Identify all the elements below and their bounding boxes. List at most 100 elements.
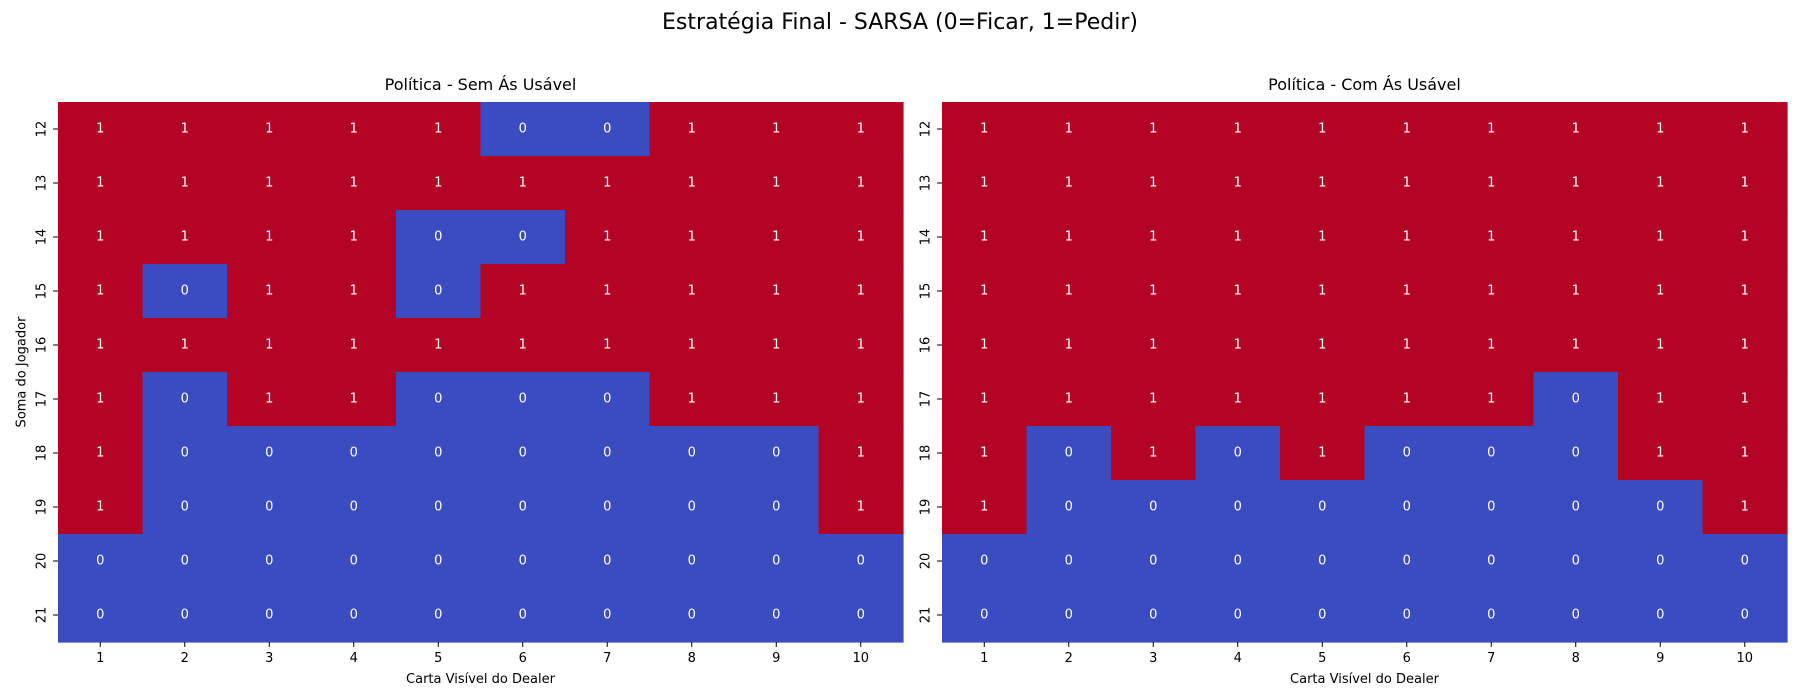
cell-label: 0	[688, 608, 696, 623]
heatmap-cell	[1618, 588, 1704, 643]
heatmap-cell	[1364, 480, 1450, 535]
cell-label: 1	[96, 338, 104, 353]
heatmap-cell	[734, 588, 820, 643]
heatmap-cell	[1111, 264, 1197, 319]
heatmap-cell	[818, 210, 904, 265]
heatmap-cell	[1533, 372, 1619, 427]
heatmap-cell	[1702, 156, 1788, 211]
cell-label: 1	[181, 338, 189, 353]
y-tick-label: 19	[35, 499, 50, 516]
cell-label: 1	[688, 392, 696, 407]
heatmap-cell	[396, 480, 482, 535]
cell-label: 0	[1318, 500, 1326, 515]
cell-label: 1	[603, 176, 611, 191]
heatmap-cell	[311, 264, 397, 319]
heatmap-cell	[1026, 534, 1112, 589]
heatmap-cell	[480, 480, 566, 535]
heatmap-cell	[649, 318, 735, 373]
heatmap-cell	[649, 264, 735, 319]
heatmap-cell	[565, 426, 651, 481]
cell-label: 1	[857, 446, 865, 461]
cell-label: 1	[350, 338, 358, 353]
heatmap-cell	[1364, 534, 1450, 589]
cell-label: 1	[1149, 176, 1157, 191]
cell-label: 1	[772, 122, 780, 137]
cell-label: 0	[181, 608, 189, 623]
heatmap-cell	[1280, 156, 1366, 211]
heatmap-cell	[142, 102, 228, 157]
y-tick-label: 17	[919, 391, 934, 408]
cell-label: 0	[1656, 554, 1664, 569]
cell-label: 1	[688, 122, 696, 137]
cell-label: 1	[1318, 338, 1326, 353]
cell-label: 1	[96, 500, 104, 515]
cell-label: 0	[519, 122, 527, 137]
cell-label: 1	[1487, 176, 1495, 191]
heatmap-cell	[1533, 210, 1619, 265]
cell-label: 0	[1065, 500, 1073, 515]
cell-label: 1	[1149, 392, 1157, 407]
x-tick-label: 2	[181, 651, 189, 666]
heatmap-cell	[734, 156, 820, 211]
cell-label: 1	[1403, 230, 1411, 245]
heatmap-cell	[1280, 588, 1366, 643]
heatmap-cell	[1195, 156, 1281, 211]
cell-label: 1	[181, 176, 189, 191]
cell-label: 1	[1487, 122, 1495, 137]
heatmap-cell	[480, 102, 566, 157]
heatmap-cell	[1702, 534, 1788, 589]
cell-label: 0	[519, 608, 527, 623]
cell-label: 1	[857, 230, 865, 245]
heatmap-cell	[396, 588, 482, 643]
cell-label: 0	[1487, 446, 1495, 461]
heatmap-cell	[565, 210, 651, 265]
cell-label: 1	[1572, 230, 1580, 245]
heatmap-cell	[942, 102, 1028, 157]
cell-label: 1	[265, 122, 273, 137]
cell-label: 0	[181, 284, 189, 299]
heatmap-cell	[480, 210, 566, 265]
heatmap-cell	[227, 480, 313, 535]
cell-label: 1	[1234, 122, 1242, 137]
cell-label: 0	[519, 500, 527, 515]
heatmap-cell	[1026, 156, 1112, 211]
cell-label: 0	[519, 392, 527, 407]
heatmap-cell	[142, 210, 228, 265]
cell-label: 0	[603, 122, 611, 137]
cell-label: 1	[1149, 338, 1157, 353]
cell-label: 1	[772, 284, 780, 299]
cell-label: 1	[688, 338, 696, 353]
heatmap-cell	[227, 318, 313, 373]
cell-label: 1	[1234, 176, 1242, 191]
cell-label: 1	[1149, 230, 1157, 245]
cell-label: 1	[980, 500, 988, 515]
heatmap-cell	[565, 534, 651, 589]
cell-label: 1	[1741, 284, 1749, 299]
cell-label: 1	[434, 122, 442, 137]
cell-label: 0	[265, 554, 273, 569]
cell-label: 1	[1318, 284, 1326, 299]
heatmap-cell	[227, 372, 313, 427]
heatmap-cell	[1280, 210, 1366, 265]
heatmap-cell	[565, 318, 651, 373]
cell-label: 0	[857, 554, 865, 569]
heatmap-cell	[1111, 534, 1197, 589]
x-tick-label: 10	[1736, 651, 1753, 666]
cell-label: 1	[1572, 122, 1580, 137]
heatmap-cell	[1026, 372, 1112, 427]
heatmap-cell	[142, 318, 228, 373]
cell-label: 0	[1318, 554, 1326, 569]
panel-title: Política - Sem Ás Usável	[385, 75, 577, 94]
heatmap-cell	[1449, 372, 1535, 427]
heatmap-cell	[1533, 264, 1619, 319]
cell-label: 1	[688, 230, 696, 245]
cell-label: 1	[1065, 176, 1073, 191]
heatmap-cell	[480, 156, 566, 211]
cell-label: 0	[350, 446, 358, 461]
heatmap-cell	[1026, 102, 1112, 157]
heatmap-cell	[734, 102, 820, 157]
heatmap-cell	[311, 534, 397, 589]
heatmap-cell	[734, 534, 820, 589]
cell-label: 1	[772, 230, 780, 245]
cell-label: 1	[857, 284, 865, 299]
